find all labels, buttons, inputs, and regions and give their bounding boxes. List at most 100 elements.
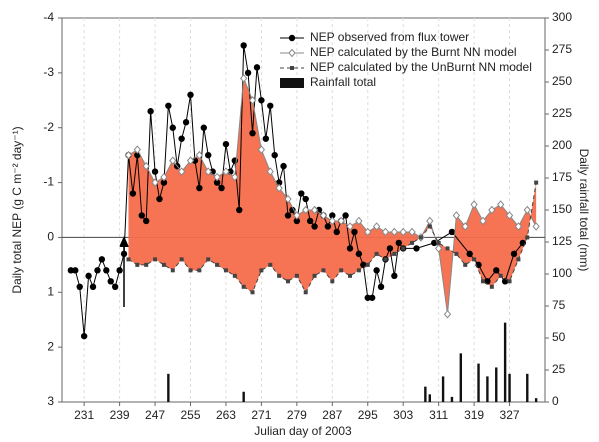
- point: [187, 91, 194, 99]
- rain-bar: [526, 373, 529, 402]
- point: [206, 257, 211, 262]
- y-tick-label: -2: [43, 120, 54, 134]
- point: [248, 96, 257, 105]
- point: [144, 262, 149, 267]
- point: [330, 279, 335, 284]
- y2-tick-label: 200: [552, 138, 572, 152]
- point: [280, 162, 287, 170]
- point: [339, 268, 344, 273]
- point: [498, 273, 503, 278]
- point: [240, 42, 247, 49]
- y2-tick-label: 125: [552, 234, 572, 248]
- point: [312, 273, 317, 278]
- point: [285, 279, 290, 284]
- point: [138, 212, 145, 219]
- point: [213, 172, 221, 182]
- point: [364, 227, 372, 237]
- point: [523, 205, 531, 215]
- point: [257, 145, 266, 154]
- point: [284, 212, 292, 219]
- point: [182, 119, 190, 126]
- point: [178, 135, 185, 142]
- point: [195, 150, 204, 160]
- point: [501, 278, 509, 285]
- point: [392, 251, 397, 256]
- point: [179, 257, 184, 262]
- rain-bar: [477, 363, 480, 402]
- point: [94, 267, 101, 274]
- point: [507, 279, 512, 284]
- point: [408, 227, 416, 237]
- point: [436, 240, 441, 245]
- point: [258, 97, 265, 104]
- point: [76, 283, 83, 290]
- point: [284, 194, 292, 204]
- point: [454, 251, 459, 256]
- point: [311, 223, 318, 230]
- point: [532, 222, 540, 231]
- point: [510, 250, 518, 258]
- x-tick-label: 279: [287, 408, 307, 422]
- point: [298, 190, 305, 197]
- point: [275, 183, 283, 193]
- legend-marker: [288, 48, 296, 58]
- point: [85, 272, 92, 280]
- point: [426, 216, 434, 226]
- point: [289, 206, 296, 214]
- point: [67, 267, 75, 274]
- rain-bar: [428, 394, 431, 402]
- point: [479, 216, 487, 226]
- x-tick-label: 263: [216, 408, 236, 422]
- point: [204, 167, 212, 176]
- rain-bar: [167, 373, 170, 402]
- y-tick-label: -3: [43, 65, 54, 79]
- point: [222, 167, 230, 176]
- point: [293, 211, 301, 220]
- point: [329, 212, 336, 219]
- point: [355, 216, 363, 226]
- point: [213, 179, 221, 186]
- y-tick-label: 2: [47, 339, 54, 353]
- point: [293, 217, 301, 225]
- x-tick-label: 239: [110, 408, 130, 422]
- point: [231, 157, 239, 164]
- point: [434, 244, 443, 253]
- point: [169, 156, 177, 165]
- point: [516, 257, 521, 262]
- x-tick-label: 295: [358, 408, 378, 422]
- legend-label: Rainfall total: [310, 75, 376, 89]
- point: [232, 273, 237, 278]
- rain-bar: [495, 367, 498, 402]
- point: [488, 205, 496, 215]
- point: [267, 102, 274, 109]
- rain-bar: [486, 376, 489, 402]
- y2-axis-label: Daily rainfall total (mm): [577, 149, 591, 272]
- rain-bar: [242, 391, 245, 402]
- point: [346, 222, 354, 231]
- point: [342, 212, 349, 219]
- legend-marker: [288, 34, 296, 42]
- point: [120, 250, 128, 258]
- difference-fill: [128, 78, 537, 315]
- point: [356, 268, 361, 273]
- point: [431, 239, 438, 247]
- point: [151, 168, 159, 175]
- point: [443, 309, 452, 319]
- point: [250, 290, 255, 295]
- point: [472, 257, 477, 262]
- y-tick-label: 0: [47, 230, 54, 244]
- point: [346, 245, 354, 252]
- point: [360, 261, 367, 269]
- point: [103, 267, 110, 274]
- point: [205, 151, 212, 159]
- y-tick-label: -4: [43, 10, 54, 24]
- legend-label: NEP observed from flux tower: [310, 30, 469, 44]
- point: [395, 239, 402, 247]
- point: [259, 268, 264, 273]
- point: [302, 195, 309, 203]
- point: [186, 156, 195, 165]
- point: [386, 245, 394, 252]
- point: [514, 222, 523, 231]
- point: [169, 124, 176, 131]
- point: [383, 257, 388, 262]
